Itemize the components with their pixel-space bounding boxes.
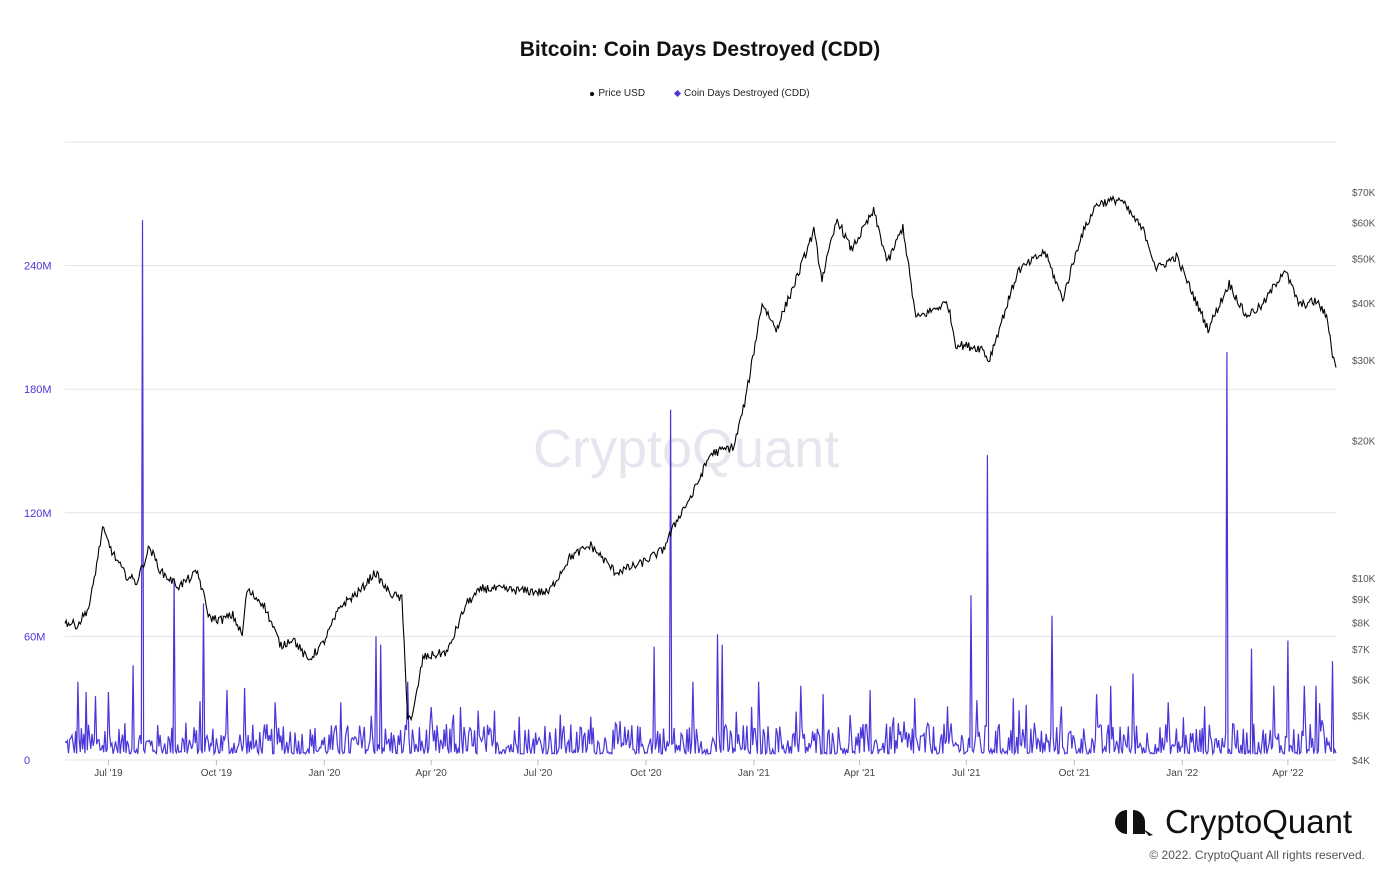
left-axis: 0 60M 120M 180M 240M	[24, 261, 52, 767]
x-tick-label: Apr '21	[844, 768, 876, 779]
x-tick-label: Jan '20	[308, 768, 340, 779]
cdd-line	[64, 220, 1337, 757]
x-tick-label: Jul '21	[952, 768, 981, 779]
cryptoquant-logo-icon	[1115, 810, 1153, 836]
chart-title: Bitcoin: Coin Days Destroyed (CDD)	[519, 38, 881, 61]
right-tick-label: $20K	[1352, 437, 1376, 448]
right-tick-label: $40K	[1352, 299, 1376, 310]
x-tick-label: Oct '21	[1059, 768, 1091, 779]
right-tick-label: $8K	[1352, 618, 1370, 629]
right-tick-label: $6K	[1352, 676, 1370, 687]
right-tick-label: $50K	[1352, 255, 1376, 266]
legend-label-price: Price USD	[598, 88, 646, 99]
left-tick-label: 60M	[24, 631, 45, 643]
right-tick-label: $60K	[1352, 218, 1376, 229]
legend-item-price[interactable]: Price USD	[590, 88, 645, 99]
chart-legend: Price USD Coin Days Destroyed (CDD)	[0, 88, 1400, 99]
left-tick-label: 180M	[24, 384, 52, 396]
x-axis: Jul '19 Oct '19 Jan '20 Apr '20 Jul '20 Oct '…	[94, 760, 1304, 779]
price-series	[64, 194, 1337, 722]
grid-lines	[65, 141, 1336, 761]
right-tick-label: $4K	[1352, 756, 1370, 767]
x-tick-label: Apr '20	[415, 768, 447, 779]
right-tick-label: $30K	[1352, 356, 1376, 367]
brand-block: CryptoQuant	[1113, 803, 1352, 841]
x-tick-label: Oct '19	[201, 768, 233, 779]
x-tick-label: Jan '22	[1166, 768, 1198, 779]
left-tick-label: 240M	[24, 261, 52, 273]
left-tick-label: 120M	[24, 508, 52, 520]
right-tick-label: $10K	[1352, 574, 1376, 585]
legend-label-cdd: Coin Days Destroyed (CDD)	[684, 88, 810, 99]
x-tick-label: Jul '20	[524, 768, 553, 779]
cdd-series	[64, 220, 1337, 757]
watermark-text: CryptoQuant	[533, 419, 840, 479]
right-tick-label: $9K	[1352, 595, 1370, 606]
right-tick-label: $70K	[1352, 188, 1376, 199]
x-tick-label: Apr '22	[1272, 768, 1304, 779]
right-axis: $4K $5K $6K $7K $8K $9K $10K $20K $30K $40K $50K $6…	[1352, 188, 1376, 767]
right-tick-label: $5K	[1352, 712, 1370, 723]
copyright-text: © 2022. CryptoQuant All rights reserved.	[1149, 848, 1365, 862]
x-tick-label: Jul '19	[94, 768, 123, 779]
legend-marker-price	[590, 91, 595, 96]
brand-name: CryptoQuant	[1165, 803, 1353, 840]
x-tick-label: Oct '20	[630, 768, 662, 779]
x-tick-label: Jan '21	[738, 768, 770, 779]
left-tick-label: 0	[24, 755, 30, 767]
price-line	[64, 194, 1337, 722]
legend-item-cdd[interactable]: Coin Days Destroyed (CDD)	[674, 88, 810, 99]
right-tick-label: $7K	[1352, 645, 1370, 656]
